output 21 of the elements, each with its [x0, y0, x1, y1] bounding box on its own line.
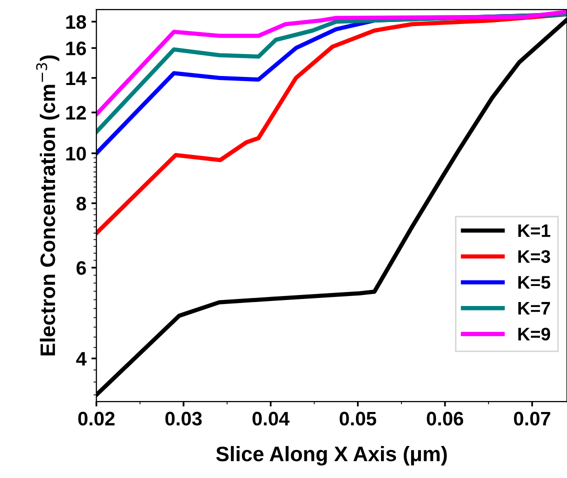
x-axis-title: Slice Along X Axis (μm): [216, 446, 447, 466]
y-tick-label: 8: [76, 196, 86, 210]
legend-label: K=7: [518, 302, 550, 314]
x-tick-label: 0.02: [78, 412, 115, 426]
y-tick-label: 14: [66, 72, 87, 85]
legend-label: K=3: [518, 250, 550, 263]
y-tick-label: 6: [76, 261, 86, 275]
y-tick-label: 4: [76, 352, 87, 366]
y-axis-title: Electron Concentration (cm$^{−3}$): [36, 55, 60, 356]
legend-label: K=1: [518, 224, 550, 237]
y-tick-label: 10: [66, 146, 86, 161]
y-tick-label: 12: [66, 106, 86, 120]
x-tick-label: 0.06: [426, 412, 464, 426]
x-tick-label: 0.04: [252, 412, 290, 426]
legend-label: K=5: [518, 276, 550, 289]
x-tick-label: 0.05: [340, 412, 376, 426]
y-tick-label: 16: [66, 42, 86, 56]
legend-label: K=9: [518, 328, 550, 340]
x-tick-label: 0.03: [165, 412, 202, 426]
y-tick-label: 18: [66, 15, 86, 29]
x-tick-label: 0.07: [514, 412, 550, 426]
